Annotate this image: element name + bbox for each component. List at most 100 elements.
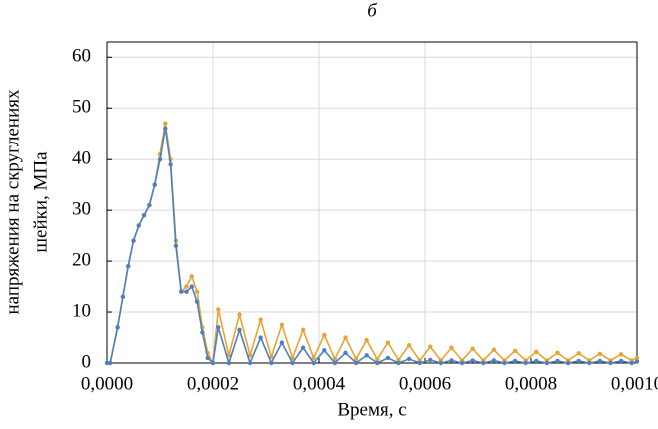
point bbox=[115, 325, 120, 330]
point bbox=[279, 340, 285, 345]
point bbox=[534, 358, 539, 364]
point bbox=[322, 332, 327, 338]
point bbox=[634, 355, 640, 361]
point bbox=[438, 360, 444, 366]
point bbox=[216, 325, 221, 330]
x-tick-label: 0,0006 bbox=[399, 373, 451, 394]
chart-title: б bbox=[367, 0, 378, 21]
point bbox=[364, 337, 369, 343]
x-tick-label: 0,0004 bbox=[293, 373, 346, 394]
point bbox=[332, 360, 338, 366]
y-tick-label: 10 bbox=[72, 300, 91, 321]
point bbox=[300, 327, 306, 333]
point bbox=[237, 327, 242, 333]
y-tick-label: 0 bbox=[82, 351, 92, 372]
point bbox=[216, 307, 221, 312]
point bbox=[200, 330, 205, 335]
point bbox=[385, 340, 391, 345]
point bbox=[126, 263, 131, 269]
point bbox=[163, 126, 168, 131]
point bbox=[189, 284, 194, 289]
y-tick-label: 30 bbox=[72, 199, 91, 220]
point bbox=[576, 358, 581, 364]
point bbox=[459, 360, 465, 366]
point bbox=[322, 348, 327, 353]
series-line bbox=[107, 123, 638, 366]
x-tick-label: 0,0000 bbox=[81, 373, 133, 394]
point bbox=[163, 121, 168, 126]
point bbox=[555, 350, 560, 356]
point bbox=[544, 360, 550, 366]
point bbox=[353, 360, 359, 366]
point bbox=[634, 359, 640, 364]
point bbox=[406, 356, 412, 362]
point bbox=[396, 360, 401, 366]
point bbox=[343, 335, 348, 340]
point bbox=[189, 274, 194, 279]
point bbox=[173, 243, 179, 249]
point bbox=[258, 335, 263, 340]
point bbox=[179, 289, 184, 294]
point bbox=[406, 342, 412, 348]
y-tick-label: 20 bbox=[72, 249, 91, 270]
point bbox=[587, 360, 592, 366]
point bbox=[491, 347, 497, 352]
point bbox=[375, 360, 380, 366]
y-axis-label: шейки, МПа bbox=[30, 151, 51, 253]
point bbox=[247, 353, 253, 358]
x-tick-label: 0,0002 bbox=[187, 373, 239, 394]
point bbox=[104, 360, 110, 366]
point bbox=[608, 360, 613, 366]
point bbox=[555, 358, 560, 364]
point bbox=[194, 299, 200, 305]
point bbox=[597, 351, 603, 357]
y-axis-label: напряжения на скруглениях bbox=[2, 89, 23, 314]
x-axis-label: Время, с bbox=[337, 399, 406, 420]
point bbox=[353, 356, 359, 362]
point bbox=[534, 349, 539, 354]
point bbox=[597, 358, 603, 364]
point bbox=[290, 360, 295, 366]
point bbox=[375, 357, 380, 362]
series-line bbox=[107, 128, 638, 366]
point bbox=[629, 360, 634, 366]
point bbox=[205, 355, 210, 361]
point bbox=[300, 345, 306, 350]
point bbox=[512, 358, 518, 364]
point bbox=[131, 238, 136, 243]
point bbox=[491, 358, 497, 363]
x-tick-label: 0,0010 bbox=[611, 373, 658, 394]
point bbox=[184, 284, 189, 289]
point bbox=[226, 360, 232, 366]
point bbox=[311, 360, 316, 366]
point bbox=[247, 360, 253, 366]
point bbox=[417, 360, 422, 366]
point bbox=[269, 354, 274, 360]
point bbox=[512, 348, 518, 353]
point bbox=[269, 360, 274, 366]
point bbox=[385, 355, 391, 361]
y-tick-label: 50 bbox=[72, 97, 91, 118]
point bbox=[311, 355, 316, 361]
point bbox=[157, 156, 163, 162]
point bbox=[194, 289, 200, 294]
point bbox=[237, 312, 242, 317]
point bbox=[107, 360, 113, 366]
point bbox=[523, 360, 528, 366]
x-tick-label: 0,0008 bbox=[505, 373, 557, 394]
point bbox=[364, 353, 369, 358]
point bbox=[576, 351, 581, 356]
point bbox=[618, 352, 624, 357]
point bbox=[210, 360, 216, 366]
point bbox=[120, 294, 126, 299]
point bbox=[279, 322, 285, 327]
point bbox=[470, 358, 475, 363]
point bbox=[428, 344, 433, 349]
y-tick-label: 60 bbox=[72, 46, 91, 67]
point bbox=[343, 350, 348, 356]
y-tick-label: 40 bbox=[72, 148, 91, 169]
point bbox=[449, 358, 454, 363]
point bbox=[332, 356, 338, 362]
